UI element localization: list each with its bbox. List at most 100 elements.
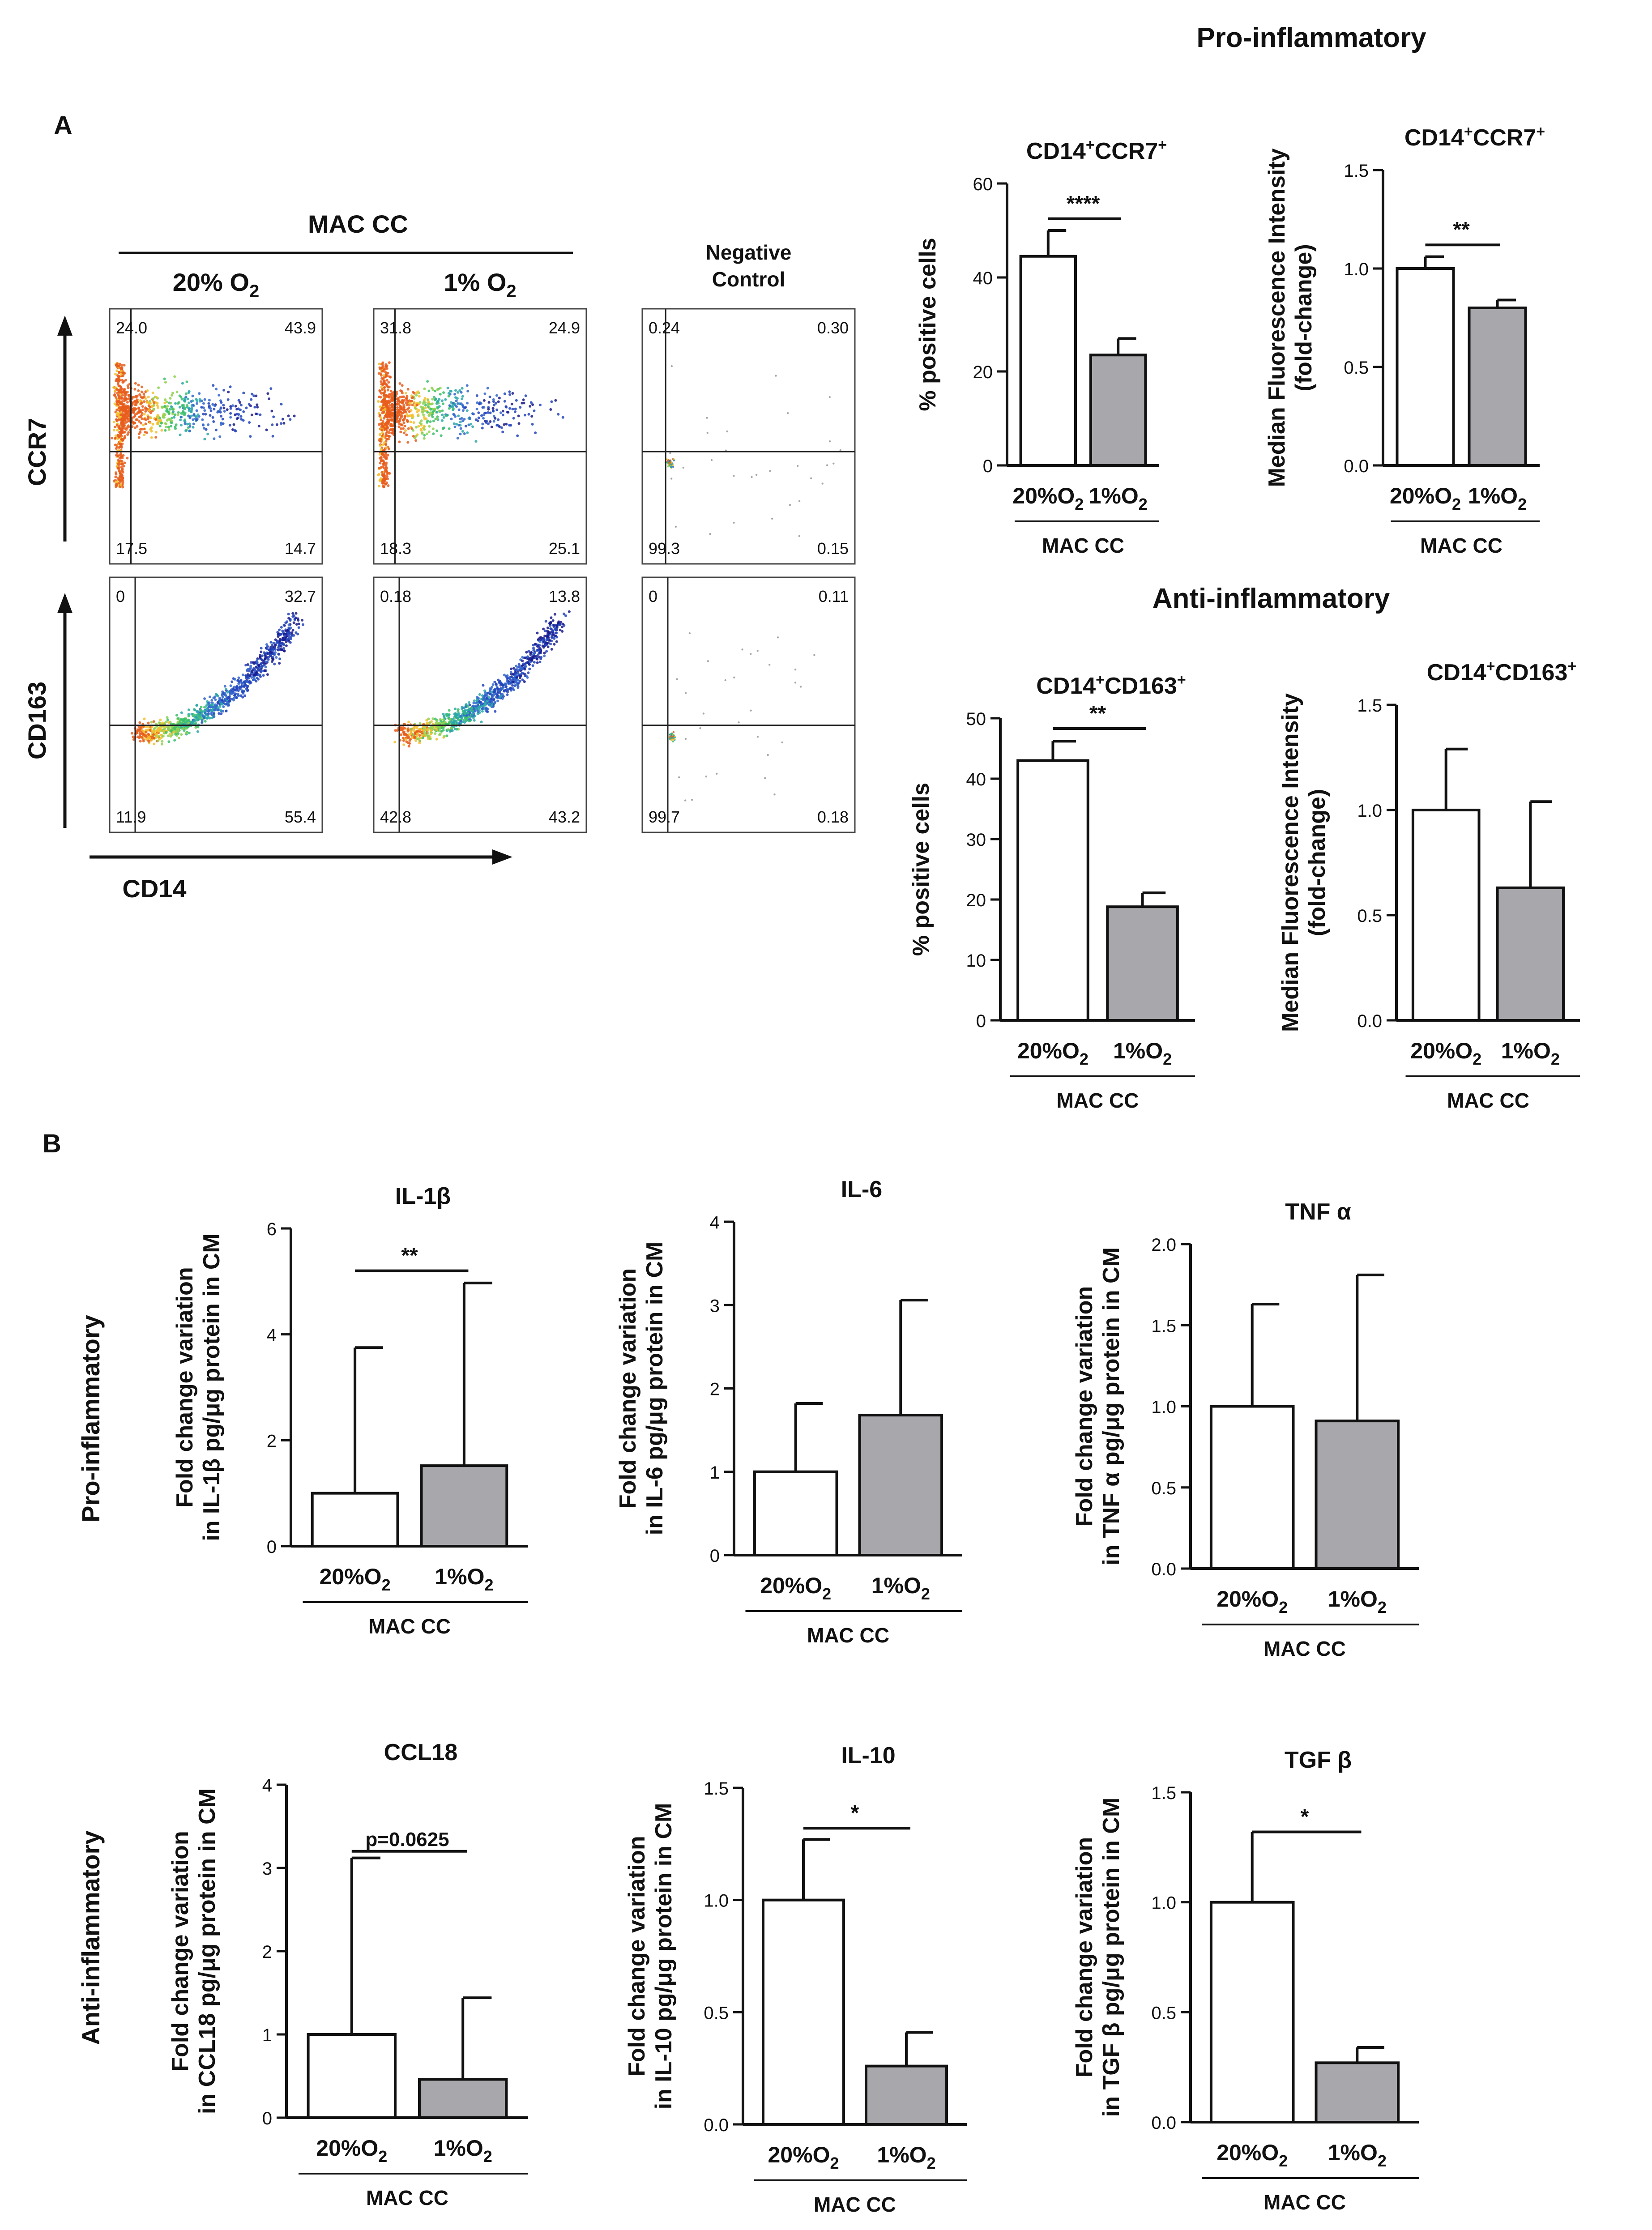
facs-group-label: MAC CC <box>308 210 408 238</box>
y-axis-label-line2: in TNF α pg/μg protein in CM <box>1098 1247 1124 1565</box>
facs-event-dot <box>512 417 515 420</box>
facs-event-dot <box>543 654 546 657</box>
facs-event-dot <box>407 736 410 739</box>
facs-event-dot <box>148 740 151 743</box>
facs-event-dot <box>430 386 433 389</box>
facs-event-dot <box>139 399 142 402</box>
group-label: MAC CC <box>814 2193 896 2216</box>
facs-event-dot <box>481 710 484 713</box>
facs-event-dot <box>381 431 384 434</box>
facs-event-dot <box>154 418 157 421</box>
facs-event-dot <box>452 725 455 728</box>
title-part: CD14 <box>1026 138 1086 164</box>
facs-event-dot <box>453 403 457 406</box>
facs-event-dot <box>551 636 554 639</box>
facs-plot-r0-c1: 31.8 24.918.3 25.1 <box>373 308 587 565</box>
facs-event-dot <box>192 422 195 426</box>
facs-event-dot <box>415 730 418 733</box>
facs-event-dot <box>136 729 139 733</box>
facs-event-dot <box>114 373 117 376</box>
facs-event-dot <box>174 413 177 416</box>
facs-event-dot <box>183 717 186 721</box>
facs-event-dot <box>167 740 171 743</box>
facs-event-dot <box>219 411 222 414</box>
category-label-0: 20%O220%O2 <box>1012 483 1084 513</box>
facs-event-dot <box>118 364 121 367</box>
facs-event-dot <box>219 423 222 426</box>
facs-event-dot <box>244 674 248 678</box>
facs-event-dot <box>127 394 130 397</box>
facs-event-dot <box>489 687 492 690</box>
facs-dots <box>131 612 304 746</box>
row-label-anti: Anti-inflammatory <box>77 1830 105 2045</box>
facs-event-dot <box>161 740 164 743</box>
bar-0 <box>1019 255 1077 467</box>
facs-event-dot <box>119 440 122 443</box>
y-axis-label: % positive cells <box>908 783 934 956</box>
facs-event-dot <box>143 413 146 416</box>
facs-event-dot <box>396 402 399 405</box>
y-tick-label: 20 <box>973 362 993 382</box>
facs-event-dot <box>138 721 141 724</box>
facs-plot-r1-c0: 0 32.711.9 55.4 <box>109 576 323 833</box>
facs-event-dot <box>377 400 380 403</box>
facs-event-dot <box>666 461 669 464</box>
facs-event-dot <box>515 679 518 682</box>
facs-event-dot <box>117 406 120 409</box>
facs-event-dot <box>414 439 418 442</box>
facs-y-label-ccr7: CCR7 <box>23 418 51 486</box>
category-label-sub: 2 <box>1378 2152 1387 2170</box>
facs-event-dot <box>511 408 514 410</box>
facs-event-dot <box>121 471 124 474</box>
facs-event-dot <box>223 699 226 703</box>
facs-event-dot <box>232 699 235 702</box>
facs-event-dot <box>674 525 677 528</box>
facs-event-dot <box>403 727 406 730</box>
quadrant-lower-right: 0.18 <box>817 808 849 826</box>
group-label: MAC CC <box>1042 534 1124 557</box>
title-part: CD163 <box>1495 660 1568 686</box>
facs-event-dot <box>549 408 552 411</box>
facs-event-dot <box>466 709 469 712</box>
facs-event-dot <box>459 421 462 423</box>
facs-event-dot <box>156 401 159 405</box>
facs-event-dot <box>203 409 206 412</box>
facs-event-dot <box>296 632 299 635</box>
facs-event-dot <box>494 710 497 713</box>
facs-event-dot <box>380 377 384 380</box>
facs-event-dot <box>183 407 186 410</box>
facs-event-dot <box>533 661 536 664</box>
facs-event-dot <box>125 392 128 395</box>
facs-event-dot <box>119 483 122 486</box>
facs-event-dot <box>385 481 388 484</box>
facs-event-dot <box>671 733 674 736</box>
facs-event-dot <box>670 466 672 468</box>
facs-event-dot <box>228 693 231 696</box>
facs-event-dot <box>115 445 119 448</box>
facs-event-dot <box>485 420 488 423</box>
facs-event-dot <box>169 401 172 405</box>
bar-1 <box>1496 886 1565 1022</box>
facs-event-dot <box>137 389 140 392</box>
facs-event-dot <box>149 417 152 420</box>
facs-event-dot <box>419 730 422 733</box>
facs-event-dot <box>457 713 460 716</box>
quadrant-upper-left: 0 <box>649 587 657 605</box>
category-label-sub: 2 <box>382 1576 391 1594</box>
facs-event-dot <box>177 717 180 720</box>
facs-event-dot <box>221 698 224 701</box>
facs-event-dot <box>379 438 382 441</box>
facs-event-dot <box>383 441 386 444</box>
facs-event-dot <box>141 405 144 408</box>
facs-event-dot <box>115 396 117 399</box>
facs-event-dot <box>407 741 410 744</box>
category-label-1: 1%O21%O2 <box>1089 483 1148 513</box>
facs-event-dot <box>435 725 438 729</box>
facs-event-dot <box>387 400 390 403</box>
facs-event-dot <box>498 397 501 400</box>
facs-event-dot <box>187 708 190 712</box>
facs-event-dot <box>237 413 240 416</box>
facs-event-dot <box>499 691 502 694</box>
